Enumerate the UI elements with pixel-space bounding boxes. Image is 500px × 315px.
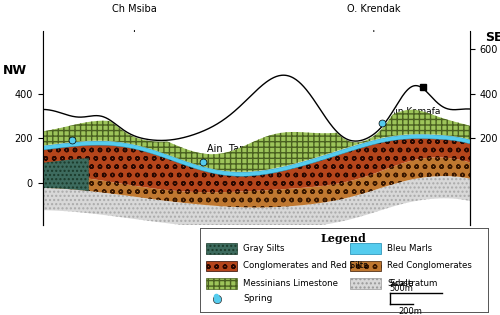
- Text: Messinians Limestone: Messinians Limestone: [243, 279, 338, 288]
- Text: Legend: Legend: [321, 232, 366, 243]
- Text: Scale: Scale: [390, 279, 414, 288]
- Text: 200m: 200m: [398, 307, 422, 315]
- Text: 500m: 500m: [390, 284, 413, 293]
- Text: Hr Msiba: Hr Msiba: [262, 68, 306, 78]
- Text: Ain Kemafa: Ain Kemafa: [389, 107, 440, 116]
- FancyBboxPatch shape: [206, 261, 238, 271]
- Text: Sidi Ghalem: Sidi Ghalem: [396, 43, 454, 53]
- FancyBboxPatch shape: [350, 261, 381, 271]
- Text: O. Krendak: O. Krendak: [347, 4, 401, 14]
- Text: Substratum: Substratum: [387, 279, 437, 288]
- Text: Gray Silts: Gray Silts: [243, 244, 284, 253]
- Text: Conglomerates and Red Silts: Conglomerates and Red Silts: [243, 261, 368, 271]
- Text: Spring: Spring: [243, 294, 272, 303]
- FancyBboxPatch shape: [350, 278, 381, 289]
- FancyBboxPatch shape: [206, 243, 238, 254]
- Text: SE: SE: [485, 31, 500, 44]
- Text: Ain Den: Ain Den: [81, 124, 120, 134]
- FancyBboxPatch shape: [350, 243, 381, 254]
- Text: Ch Msiba: Ch Msiba: [112, 4, 157, 14]
- Text: Red Conglomerates: Red Conglomerates: [387, 261, 472, 271]
- FancyBboxPatch shape: [206, 278, 238, 289]
- Text: Ain  Tangroula: Ain Tangroula: [207, 144, 276, 154]
- Text: Bleu Marls: Bleu Marls: [387, 244, 432, 253]
- Text: NW: NW: [2, 64, 27, 77]
